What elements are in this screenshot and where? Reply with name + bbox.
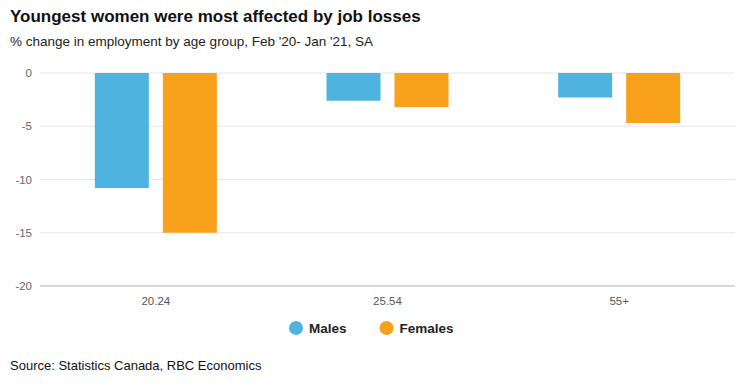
bars bbox=[95, 73, 680, 233]
title: Youngest women were most affected by job… bbox=[10, 7, 421, 26]
y-tick-label: 0 bbox=[26, 67, 32, 79]
legend: Males Females bbox=[289, 321, 454, 336]
bar bbox=[163, 73, 217, 233]
y-tick-label: -20 bbox=[15, 280, 32, 292]
bar bbox=[626, 73, 680, 123]
y-tick-label: -15 bbox=[15, 227, 32, 239]
chart: Youngest women were most affected by job… bbox=[0, 0, 750, 386]
x-axis bbox=[40, 286, 735, 287]
bar bbox=[327, 73, 381, 101]
y-tick-label: -5 bbox=[22, 120, 32, 132]
legend-label: Females bbox=[400, 321, 454, 336]
legend-swatch bbox=[289, 321, 303, 335]
x-tick-label: 20.24 bbox=[141, 295, 170, 307]
source: Source: Statistics Canada, RBC Economics bbox=[10, 358, 262, 373]
bar bbox=[95, 73, 149, 188]
bar bbox=[395, 73, 449, 107]
grid-line bbox=[40, 232, 735, 233]
x-tick-label: 25.54 bbox=[373, 295, 402, 307]
y-tick-label: -10 bbox=[15, 174, 32, 186]
legend-swatch bbox=[380, 321, 394, 335]
subtitle: % change in employment by age group, Feb… bbox=[10, 34, 373, 49]
x-tick-label: 55+ bbox=[609, 295, 629, 307]
bar bbox=[558, 73, 612, 97]
grid-line bbox=[40, 286, 735, 287]
legend-label: Males bbox=[309, 321, 347, 336]
